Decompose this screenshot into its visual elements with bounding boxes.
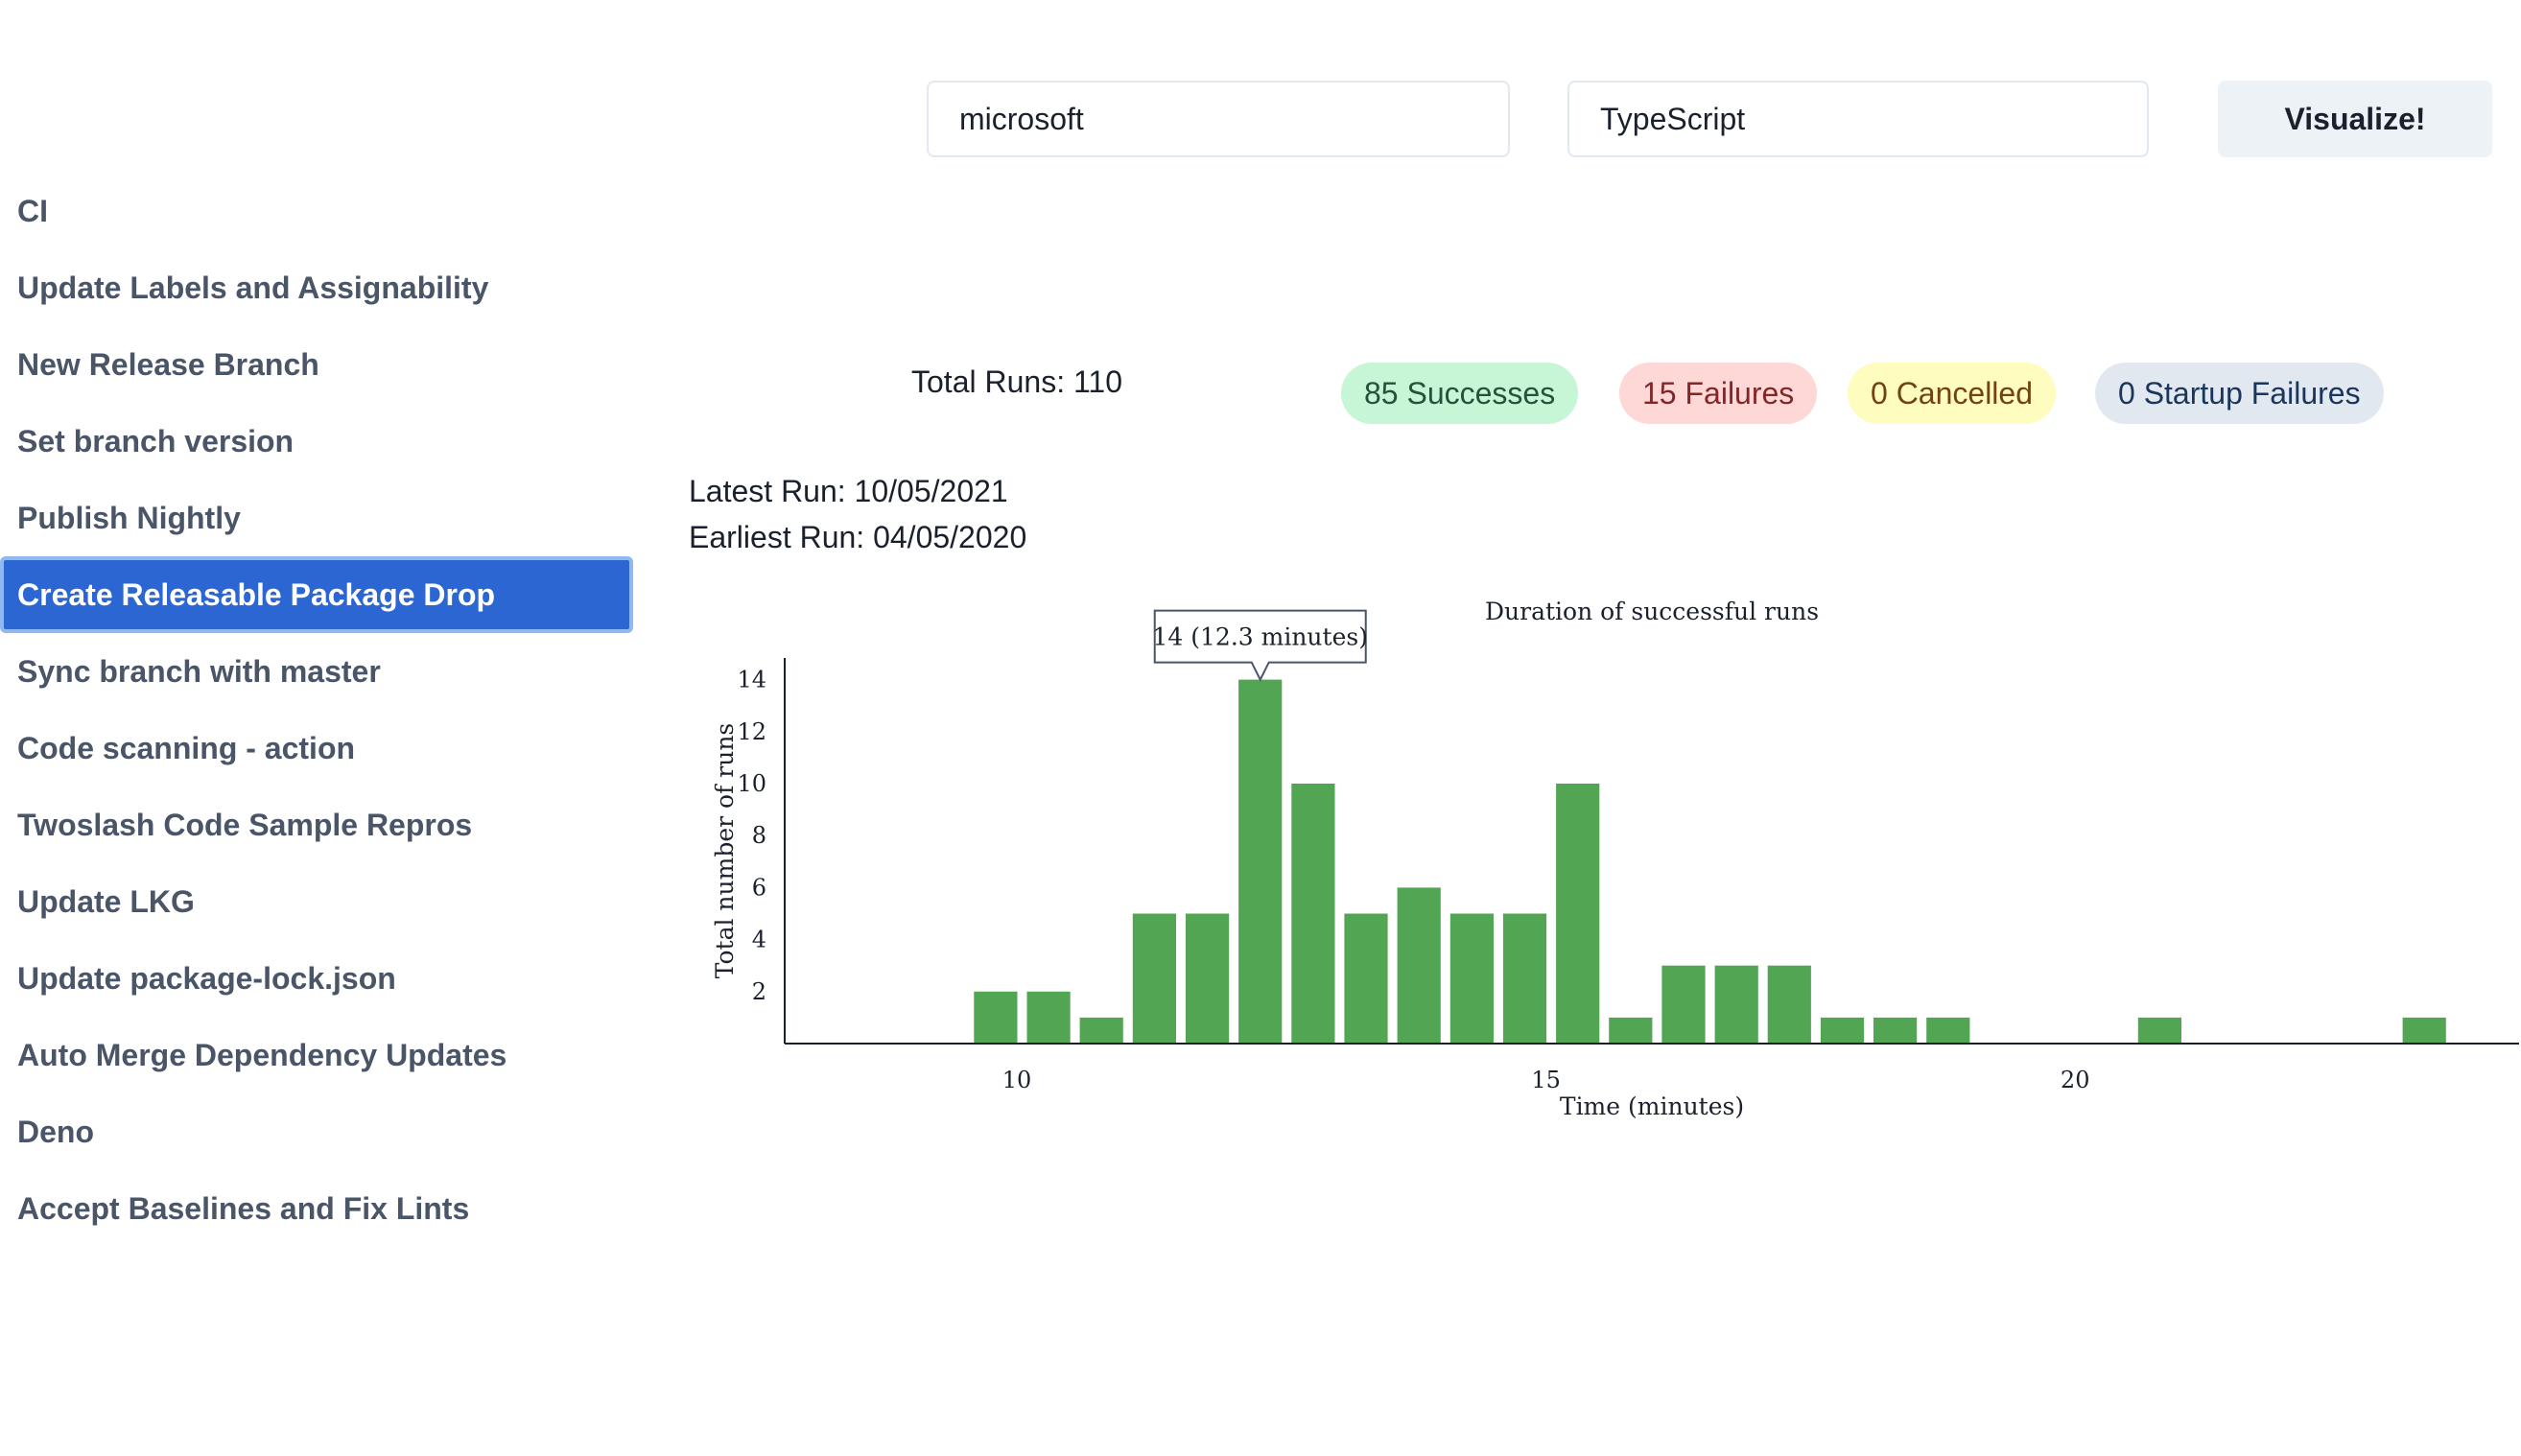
sidebar-item-update-lkg[interactable]: Update LKG bbox=[17, 883, 195, 919]
sidebar-item-twoslash[interactable]: Twoslash Code Sample Repros bbox=[17, 807, 473, 842]
histogram-bar[interactable] bbox=[1502, 913, 1547, 1045]
bar-group bbox=[974, 679, 2446, 1045]
y-tick-label: 14 bbox=[737, 667, 766, 693]
sidebar-item-create-releasable-package-drop[interactable]: Create Releasable Package Drop bbox=[0, 556, 633, 633]
y-tick-label: 4 bbox=[752, 927, 766, 953]
failure-badge: 15 Failures bbox=[1619, 363, 1818, 424]
owner-input[interactable] bbox=[927, 81, 1510, 157]
histogram-bar[interactable] bbox=[1238, 679, 1283, 1044]
startup-failure-badge: 0 Startup Failures bbox=[2095, 363, 2384, 424]
total-runs: Total Runs: 110 bbox=[911, 364, 1122, 399]
tooltip-label: 14 (12.3 minutes) bbox=[1153, 623, 1368, 651]
sidebar-item-accept-baselines[interactable]: Accept Baselines and Fix Lints bbox=[17, 1190, 470, 1226]
histogram-bar[interactable] bbox=[1714, 965, 1758, 1044]
histogram-bar[interactable] bbox=[1132, 913, 1176, 1045]
latest-run: Latest Run: 10/05/2021 bbox=[689, 474, 1008, 508]
bar-tooltip: 14 (12.3 minutes) bbox=[1153, 609, 1368, 682]
sidebar-item-update-labels[interactable]: Update Labels and Assignability bbox=[17, 270, 489, 305]
histogram-bar[interactable] bbox=[1820, 1017, 1865, 1044]
y-tick-label: 12 bbox=[737, 718, 766, 745]
x-tick-label: 20 bbox=[2061, 1067, 2090, 1093]
success-badge: 85 Successes bbox=[1341, 363, 1579, 424]
sidebar-item-sync-branch[interactable]: Sync branch with master bbox=[17, 653, 381, 689]
earliest-run: Earliest Run: 04/05/2020 bbox=[689, 520, 1027, 554]
histogram-bar[interactable] bbox=[1291, 784, 1335, 1044]
sidebar-item-update-package-lock[interactable]: Update package-lock.json bbox=[17, 960, 396, 996]
histogram-bar[interactable] bbox=[1344, 913, 1388, 1045]
y-tick-label: 6 bbox=[752, 874, 766, 901]
histogram-bar[interactable] bbox=[2402, 1017, 2446, 1044]
histogram-bar[interactable] bbox=[1079, 1017, 1123, 1044]
histogram-bar[interactable] bbox=[1026, 991, 1071, 1044]
sidebar-item-code-scanning[interactable]: Code scanning - action bbox=[17, 730, 356, 765]
x-tick-label: 10 bbox=[1002, 1067, 1032, 1093]
x-tick-label: 15 bbox=[1531, 1067, 1561, 1093]
sidebar-item-ci[interactable]: CI bbox=[17, 193, 48, 228]
workflow-sidebar: CI Update Labels and Assignability New R… bbox=[0, 173, 633, 1247]
histogram-bar[interactable] bbox=[1556, 784, 1600, 1044]
axes: 2 4 6 8 10 12 14 10 15 20 bbox=[737, 658, 2519, 1093]
y-axis-label: Total number of runs bbox=[711, 723, 739, 979]
histogram-bar[interactable] bbox=[1767, 965, 1811, 1044]
histogram-bar[interactable] bbox=[1397, 887, 1441, 1044]
histogram-bar[interactable] bbox=[1873, 1017, 1918, 1044]
histogram-bar[interactable] bbox=[1449, 913, 1494, 1045]
histogram-bar[interactable] bbox=[974, 991, 1018, 1044]
histogram-bar[interactable] bbox=[1186, 913, 1230, 1045]
tooltip-box bbox=[1153, 609, 1367, 682]
sidebar-item-new-release-branch[interactable]: New Release Branch bbox=[17, 346, 319, 382]
sidebar-item-set-branch-version[interactable]: Set branch version bbox=[17, 423, 295, 458]
x-axis-label: Time (minutes) bbox=[1560, 1092, 1744, 1120]
histogram-bar[interactable] bbox=[2137, 1017, 2181, 1044]
chart-title: Duration of successful runs bbox=[1485, 598, 1819, 625]
y-tick-label: 8 bbox=[752, 822, 766, 849]
sidebar-item-publish-nightly[interactable]: Publish Nightly bbox=[17, 500, 241, 535]
histogram-bar[interactable] bbox=[1926, 1017, 1970, 1044]
histogram-bar[interactable] bbox=[1609, 1017, 1653, 1044]
visualize-button[interactable]: Visualize! bbox=[2218, 81, 2492, 157]
y-tick-label: 2 bbox=[752, 978, 766, 1005]
sidebar-item-auto-merge[interactable]: Auto Merge Dependency Updates bbox=[17, 1037, 507, 1072]
repo-input[interactable] bbox=[1567, 81, 2149, 157]
y-tick-label: 10 bbox=[737, 770, 766, 797]
cancelled-badge: 0 Cancelled bbox=[1848, 363, 2056, 424]
sidebar-item-deno[interactable]: Deno bbox=[17, 1114, 94, 1149]
histogram-bar[interactable] bbox=[1661, 965, 1706, 1044]
